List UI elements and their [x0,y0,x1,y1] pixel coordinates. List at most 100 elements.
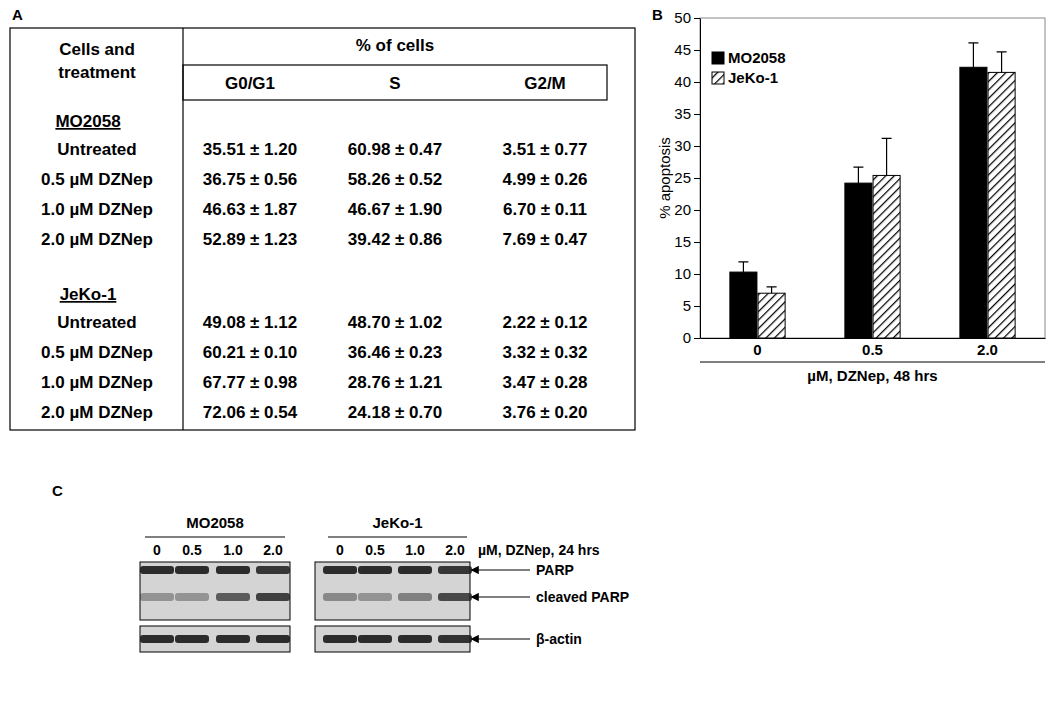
cell: 3.51 ± 0.77 [503,140,588,159]
y-tick: 25 [674,169,700,186]
bar [845,183,872,338]
dose-label: 2.0 [445,542,465,558]
cell-line-label: JeKo-1 [372,514,422,531]
band [323,566,357,574]
cell: 67.77 ± 0.98 [203,373,297,392]
legend-swatch [712,72,724,84]
y-tick-mark [694,114,700,115]
band [256,635,290,643]
dose-label: 2.0 [263,542,283,558]
y-tick-mark [694,50,700,51]
cell: 7.69 ± 0.47 [503,230,588,249]
legend-label: MO2058 [728,49,786,66]
error-bar [767,287,777,293]
y-tick-label: 25 [674,169,691,186]
row-label: 0.5 µM DZNep [41,343,153,362]
band [216,593,250,601]
dose-label: 0.5 [182,542,202,558]
y-tick-label: 0 [683,329,691,346]
y-tick-mark [694,146,700,147]
x-tick-label: 0 [753,341,761,358]
panel-label: A [12,6,23,23]
cell: 3.76 ± 0.20 [503,403,588,422]
band [358,566,392,574]
band [323,635,357,643]
error-bar [997,52,1007,72]
y-tick-label: 5 [683,297,691,314]
western-blot: MO205800.51.02.0JeKo-100.51.02.0µM, DZNe… [140,514,629,652]
y-tick-mark [694,242,700,243]
y-tick-label: 45 [674,41,691,58]
x-axis: 00.52.0 [701,338,1046,358]
plot-frame [700,18,1045,338]
band [358,635,392,643]
table: Cells andtreatment% of cellsG0/G1SG2/MMO… [10,28,635,430]
cell: 3.32 ± 0.32 [503,343,588,362]
band [358,593,392,601]
y-tick-label: 15 [674,233,691,250]
column-header: S [389,74,400,93]
row-label: 2.0 µM DZNep [41,230,153,249]
band [175,635,209,643]
y-tick-mark [694,306,700,307]
y-tick-label: 40 [674,73,691,90]
band [438,593,472,601]
error-bar [853,167,863,183]
band-arrow [478,596,530,597]
panel-label: B [652,6,663,23]
y-tick-label: 20 [674,201,691,218]
y-axis-line [700,19,701,339]
blot-membrane [140,562,290,620]
x-axis-title: µM, DZNep, 48 hrs [807,367,937,384]
cell: 2.22 ± 0.12 [503,313,588,332]
figure: ABCCells andtreatment% of cellsG0/G1SG2/… [0,0,1050,701]
y-tick-mark [694,274,700,275]
x-tick-label: 0.5 [862,341,883,358]
bar [873,175,900,338]
cell: 72.06 ± 0.54 [203,403,298,422]
row-label: 0.5 µM DZNep [41,170,153,189]
bar [758,293,785,338]
y-tick: 10 [674,265,700,282]
dose-label: 0 [153,542,161,558]
band [398,635,432,643]
y-tick: 35 [674,105,700,122]
bars [730,43,1015,338]
y-tick-mark [694,338,700,339]
column-header-box [183,65,607,100]
y-tick-label: 10 [674,265,691,282]
y-tick: 30 [674,137,700,154]
band [140,635,174,643]
row-label: Untreated [57,140,136,159]
band [256,593,290,601]
band [398,566,432,574]
y-tick-label: 30 [674,137,691,154]
legend-label: JeKo-1 [728,69,778,86]
cell-line-rule [328,536,467,537]
band [140,566,174,574]
bar [730,272,757,338]
dose-label: 0.5 [365,542,385,558]
error-bar [882,138,892,175]
band [216,566,250,574]
cell: 46.67 ± 1.90 [348,200,442,219]
band [438,566,472,574]
y-tick: 5 [683,297,700,314]
cell: 36.46 ± 0.23 [348,343,442,362]
band [256,566,290,574]
dose-unit-label: µM, DZNep, 24 hrs [478,542,600,558]
dose-label: 1.0 [405,542,425,558]
row-header: treatment [58,63,136,82]
x-label-rule [700,361,1045,362]
y-tick: 0 [683,329,700,346]
y-tick-label: 35 [674,105,691,122]
bar-chart: 0510152025303540455000.52.0µM, DZNep, 48… [656,9,1046,384]
row-header: Cells and [59,40,135,59]
x-axis-line [701,338,1046,339]
x-tick: 0 [753,338,761,358]
column-header: G0/G1 [225,74,275,93]
bar [960,67,987,338]
cell: 49.08 ± 1.12 [203,313,297,332]
y-tick: 45 [674,41,700,58]
cell: 3.47 ± 0.28 [503,373,588,392]
